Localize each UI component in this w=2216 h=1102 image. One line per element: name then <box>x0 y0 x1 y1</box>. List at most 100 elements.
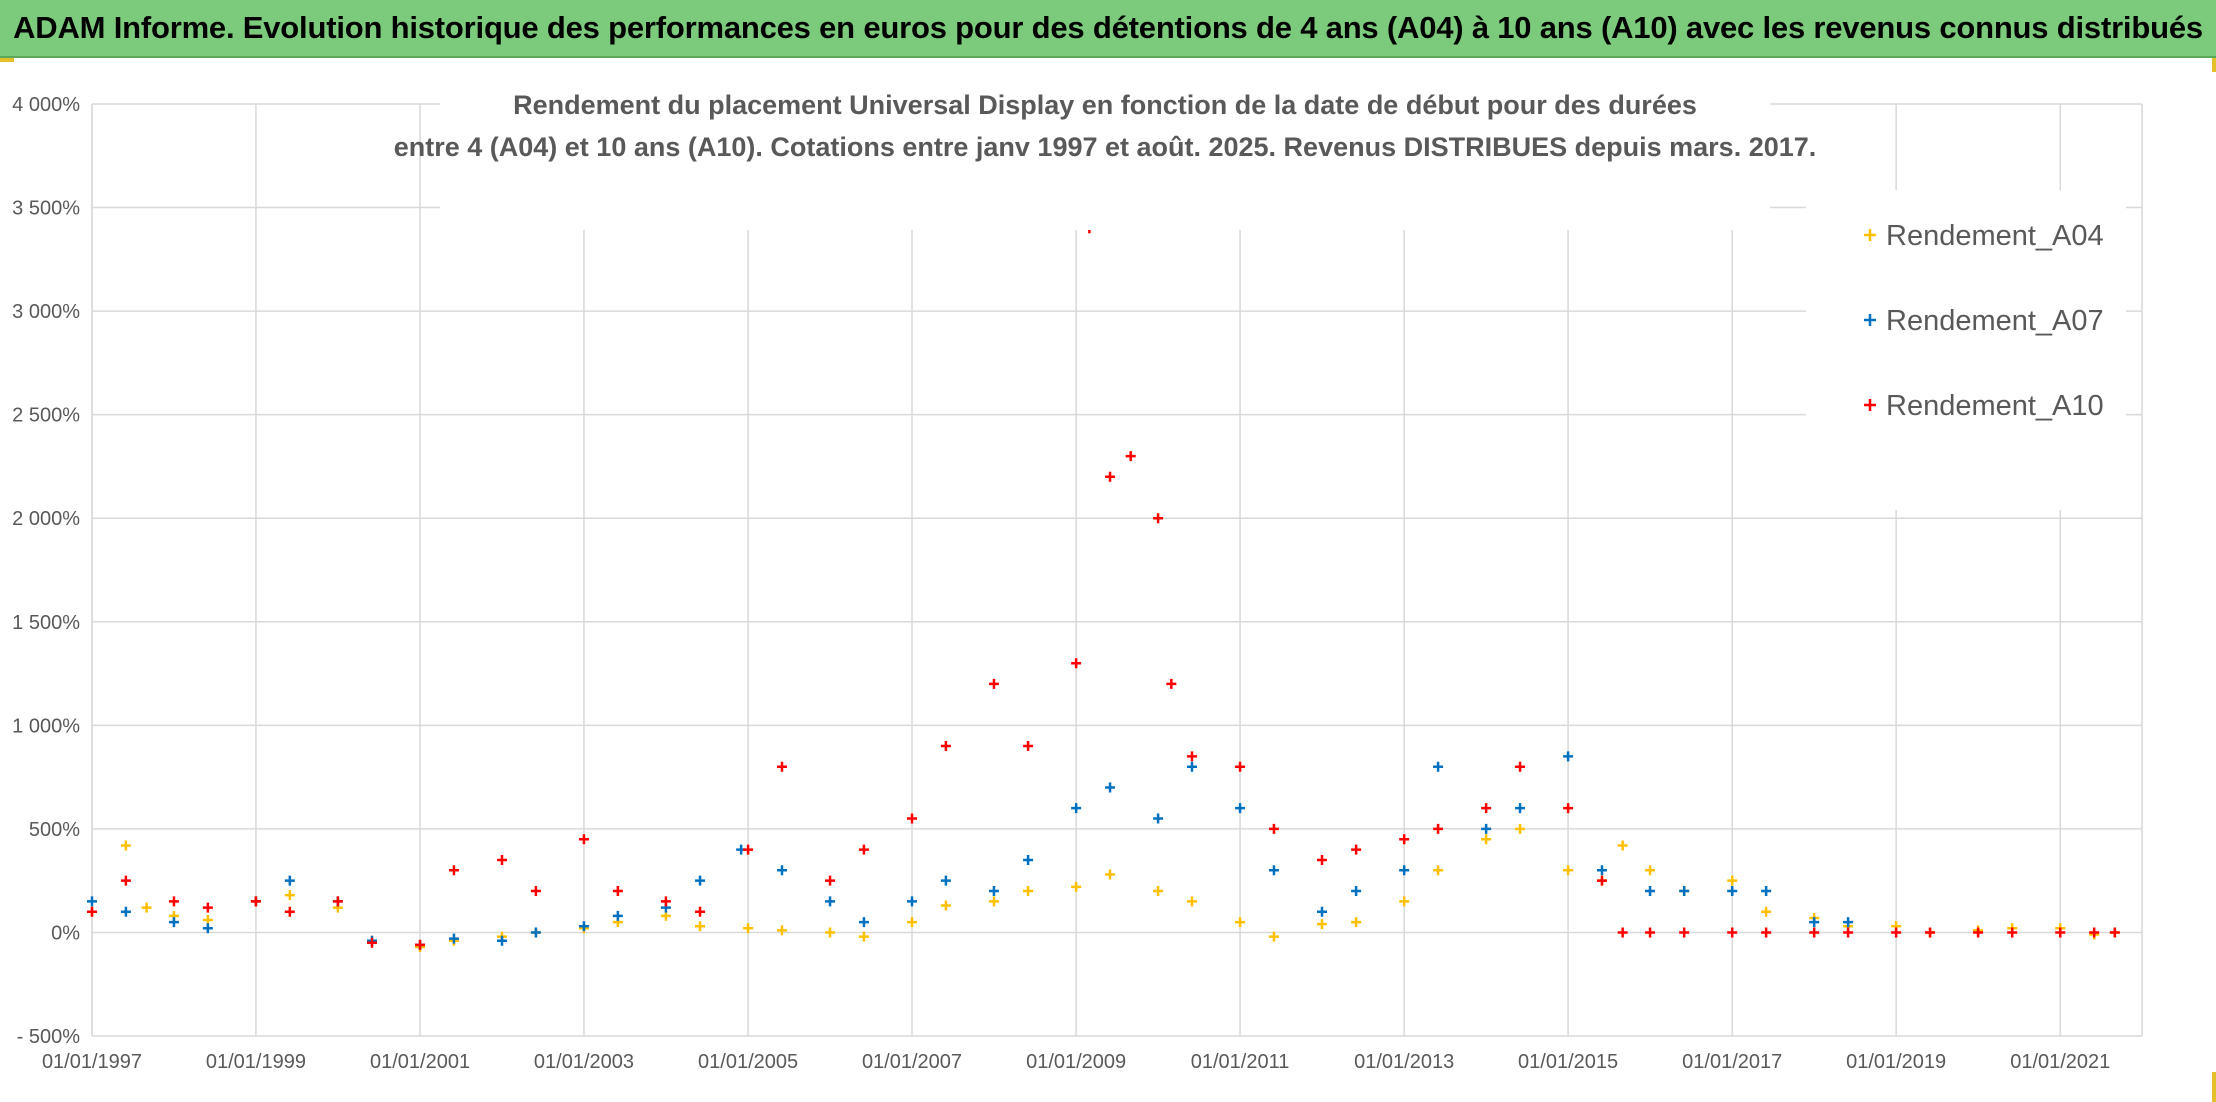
data-point <box>497 854 507 865</box>
data-point <box>1235 917 1246 928</box>
data-point <box>858 917 869 928</box>
data-point <box>120 906 131 917</box>
data-point <box>2007 927 2018 938</box>
legend-marker <box>1864 314 1876 326</box>
data-point <box>1761 927 1772 938</box>
data-point <box>1071 881 1082 892</box>
data-point <box>1679 927 1690 938</box>
data-point <box>1153 813 1164 824</box>
data-point <box>168 896 179 907</box>
data-point <box>1105 471 1116 482</box>
data-point <box>1268 865 1279 876</box>
data-point <box>1809 927 1820 938</box>
legend-marker <box>1864 399 1876 411</box>
data-point <box>2055 927 2066 938</box>
data-point <box>578 834 589 845</box>
data-point <box>120 840 131 851</box>
data-point <box>743 923 754 934</box>
data-point <box>1317 906 1327 917</box>
data-point <box>366 937 377 948</box>
data-point <box>87 906 97 917</box>
data-point <box>1973 927 1984 938</box>
data-point <box>1596 875 1607 886</box>
data-point <box>1891 927 1902 938</box>
chart-title: Rendement du placement Universal Display… <box>513 90 1697 120</box>
data-point <box>1317 919 1327 930</box>
data-point <box>907 917 917 928</box>
data-point <box>743 844 754 855</box>
y-tick-label: 0% <box>51 922 80 944</box>
data-point <box>907 896 917 907</box>
y-tick-label: 1 000% <box>12 715 80 737</box>
y-tick-label: 2 000% <box>12 508 80 530</box>
x-tick-label: 01/01/2021 <box>2010 1051 2110 1073</box>
legend-label: Rendement_A07 <box>1886 305 2104 337</box>
data-point <box>1235 761 1246 772</box>
data-point <box>497 935 507 946</box>
data-point <box>2089 927 2100 938</box>
data-point <box>1071 803 1082 814</box>
data-point <box>1023 886 1034 897</box>
data-point <box>695 906 706 917</box>
x-tick-label: 01/01/1999 <box>206 1051 306 1073</box>
y-tick-label: 1 500% <box>12 612 80 634</box>
data-point <box>448 865 459 876</box>
data-point <box>1481 803 1492 814</box>
x-tick-label: 01/01/2015 <box>1518 1051 1618 1073</box>
data-point <box>612 910 623 921</box>
x-tick-label: 01/01/2003 <box>534 1051 634 1073</box>
data-point <box>284 890 295 901</box>
scatter-chart: - 500% 0% 500% 1 000% 1 500% 2 000% 2 500% 3 00… <box>12 90 2143 1073</box>
data-point <box>825 927 836 938</box>
legend-label: Rendement_A04 <box>1886 220 2104 252</box>
y-tick-label: 500% <box>29 819 80 841</box>
data-point <box>1679 886 1690 897</box>
x-tick-label: 01/01/2011 <box>1191 1051 1290 1073</box>
data-point <box>1761 886 1772 897</box>
data-point <box>1186 751 1197 762</box>
data-point <box>1645 927 1656 938</box>
data-point <box>1433 761 1444 772</box>
data-point <box>1317 854 1327 865</box>
data-point <box>940 875 951 886</box>
data-point <box>858 931 869 942</box>
data-point <box>141 902 152 913</box>
legend-background <box>1806 190 2126 510</box>
data-point <box>1727 875 1738 886</box>
data-point <box>2109 927 2120 938</box>
data-point <box>695 875 706 886</box>
y-axis-ticks: - 500% 0% 500% 1 000% 1 500% 2 000% 2 500% 3 00… <box>12 94 80 1048</box>
data-point <box>1809 917 1820 928</box>
data-point <box>776 925 787 936</box>
data-point <box>1727 886 1738 897</box>
data-point <box>1515 761 1526 772</box>
data-point <box>1268 823 1279 834</box>
y-tick-label: 2 500% <box>12 405 80 427</box>
data-point <box>332 896 343 907</box>
report-banner: ADAM Informe. Evolution historique des p… <box>0 0 2216 58</box>
data-point <box>1645 865 1656 876</box>
x-tick-label: 01/01/1997 <box>42 1051 142 1073</box>
x-axis-ticks: 01/01/1997 01/01/1999 01/01/2001 01/01/2003… <box>42 1051 2110 1073</box>
data-point <box>1023 854 1034 865</box>
data-point <box>1186 761 1197 772</box>
frame-corner-left <box>0 58 14 62</box>
data-point <box>415 939 426 950</box>
title-background <box>440 100 1770 230</box>
data-point <box>1515 803 1526 814</box>
data-point <box>284 906 295 917</box>
data-point <box>825 896 836 907</box>
data-point <box>1235 803 1246 814</box>
x-tick-label: 01/01/2019 <box>1846 1051 1946 1073</box>
data-point <box>1843 927 1854 938</box>
data-point <box>695 921 706 932</box>
data-point <box>1727 927 1738 938</box>
data-point <box>940 741 951 752</box>
data-point <box>776 865 787 876</box>
data-point <box>530 886 541 897</box>
data-point <box>776 761 787 772</box>
x-tick-label: 01/01/2009 <box>1026 1051 1126 1073</box>
data-point <box>1071 658 1082 669</box>
data-point <box>1563 803 1574 814</box>
data-point <box>1481 834 1492 845</box>
